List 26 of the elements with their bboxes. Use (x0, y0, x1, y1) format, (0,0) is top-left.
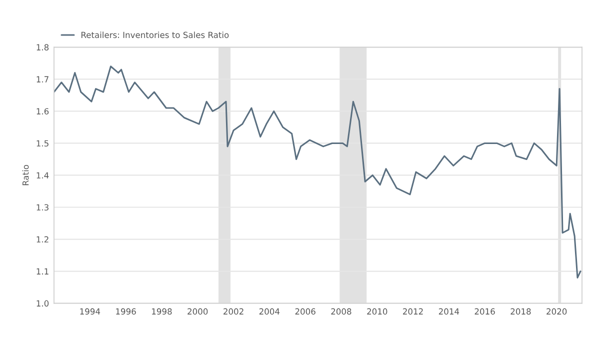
x-tick-label: 2018 (510, 308, 531, 315)
y-tick-label: 1.3 (36, 204, 48, 211)
x-tick-label: 1998 (152, 308, 172, 315)
y-tick-label: 1.0 (36, 300, 49, 307)
y-tick-label: 1.5 (36, 140, 48, 147)
y-tick-label: 1.6 (36, 108, 49, 114)
y-tick-label: 1.1 (36, 268, 48, 274)
x-tick-label: 2000 (188, 308, 208, 315)
x-tick-label: 2004 (259, 308, 280, 315)
x-tick-label: 2016 (474, 308, 495, 315)
line-series (54, 66, 582, 278)
y-tick-label: 1.8 (36, 44, 49, 50)
y-axis-title: Ratio (22, 165, 29, 186)
x-tick-label: 1994 (80, 308, 100, 315)
legend-label: Retailers: Inventories to Sales Ratio (81, 32, 229, 38)
x-tick-label: 2008 (331, 308, 352, 315)
x-tick-label: 2010 (367, 308, 388, 315)
x-tick-label: 2014 (438, 308, 460, 315)
x-tick-label: 2006 (295, 308, 316, 315)
x-tick-label: 1996 (116, 308, 136, 315)
x-tick-label: 2020 (546, 308, 567, 315)
x-tick-label: 2002 (224, 308, 244, 315)
y-tick-label: 1.7 (36, 76, 48, 82)
y-tick-label: 1.2 (36, 236, 48, 242)
x-tick-label: 2012 (403, 308, 423, 315)
y-tick-label: 1.4 (36, 172, 49, 178)
